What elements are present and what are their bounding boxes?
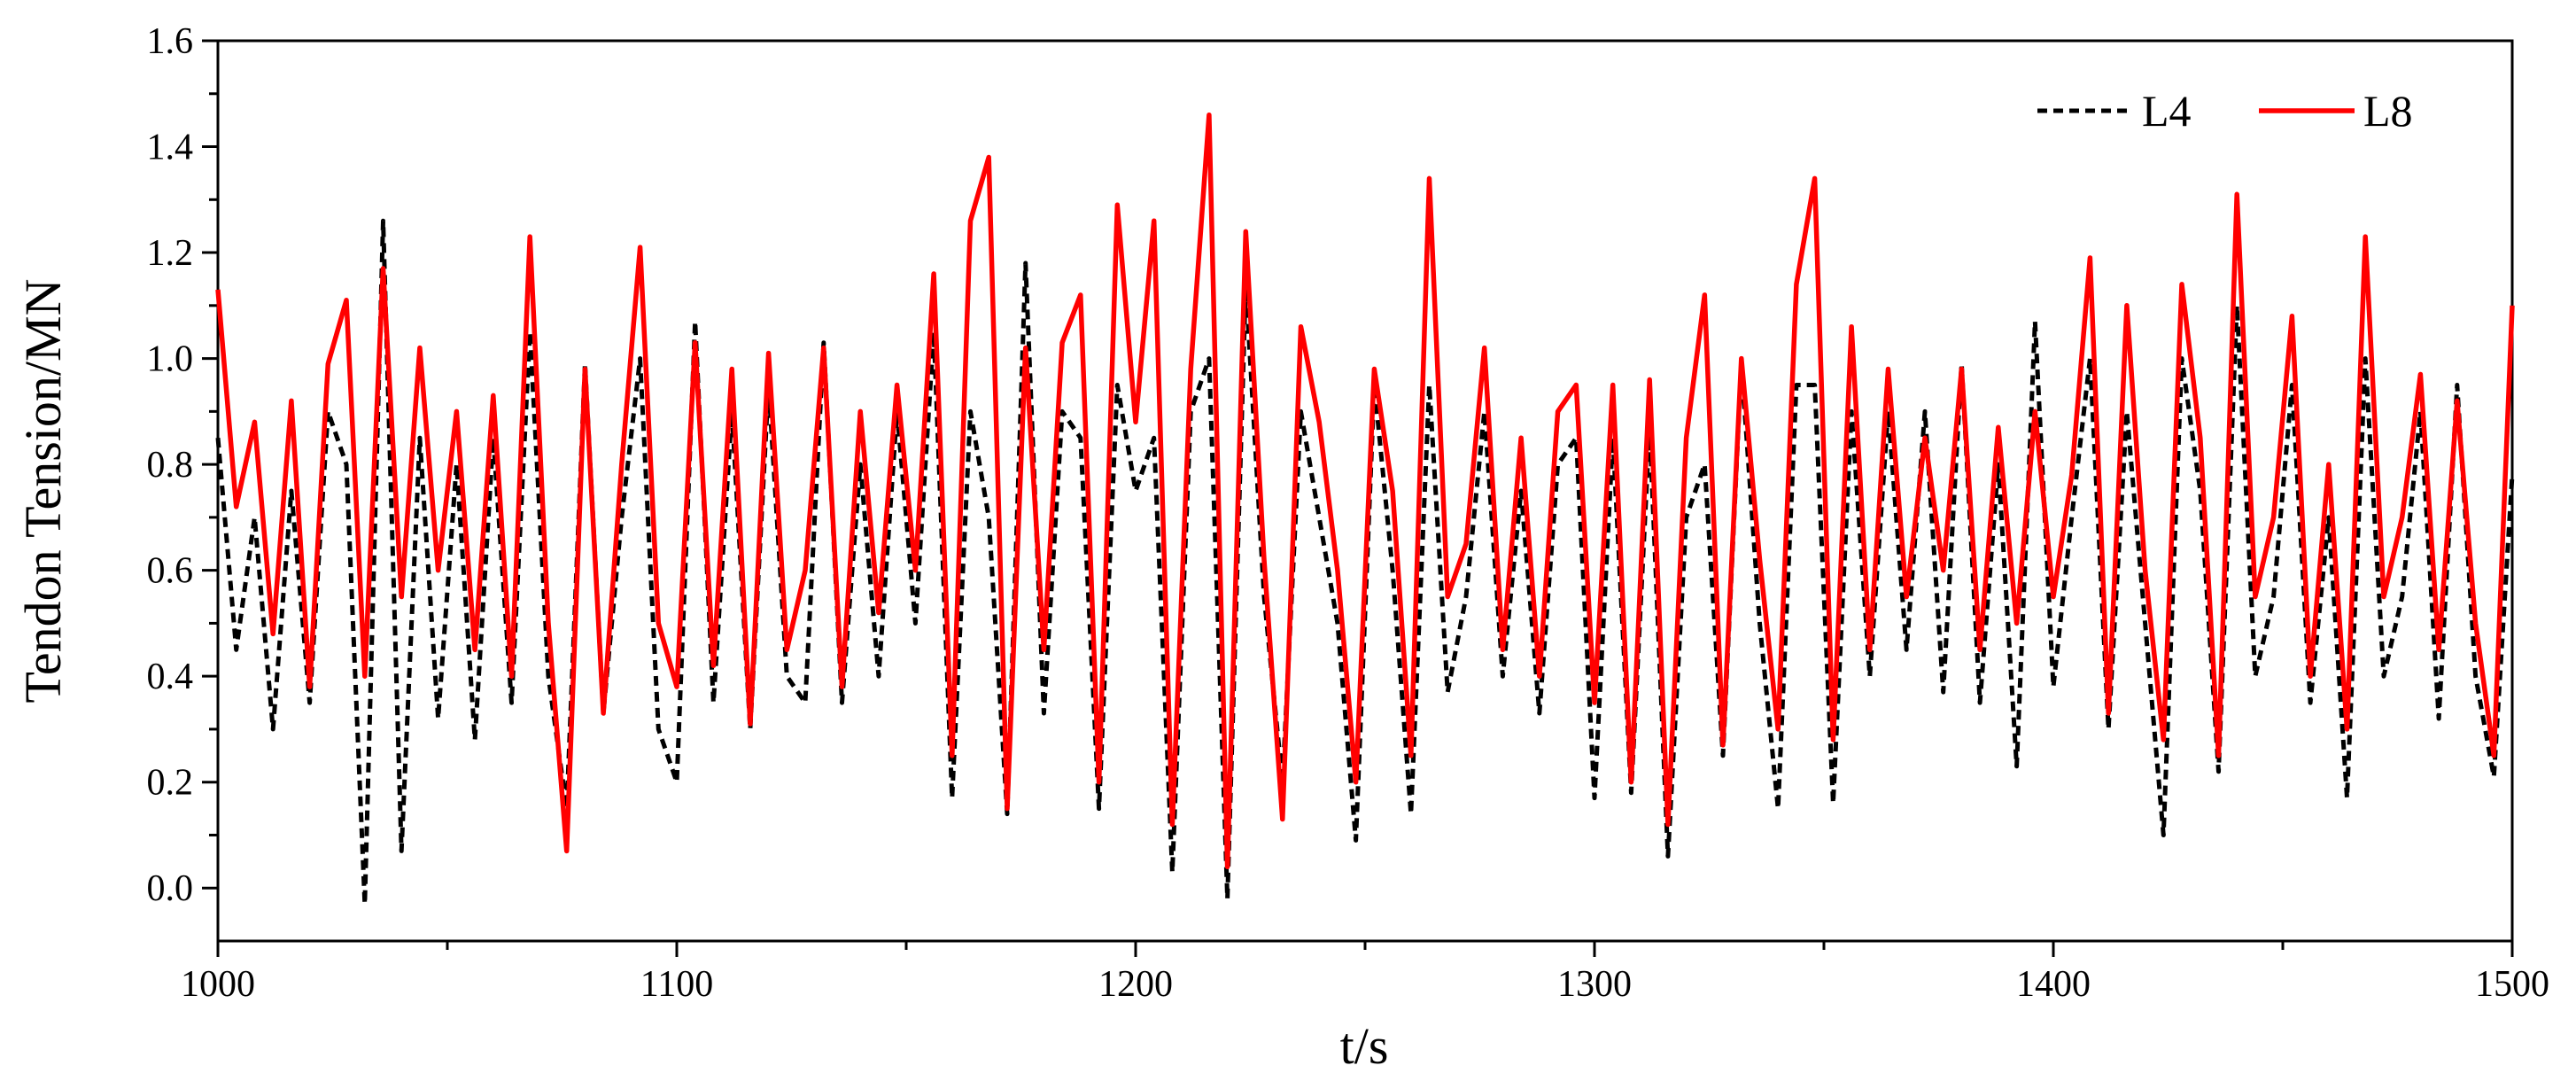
x-tick-label: 1100 <box>640 964 713 1005</box>
x-tick-label: 1500 <box>2475 964 2549 1005</box>
x-tick-label: 1300 <box>1557 964 1632 1005</box>
legend-label: L4 <box>2142 86 2192 136</box>
y-tick-label: 1.0 <box>147 339 194 380</box>
y-tick-label: 1.6 <box>147 21 194 62</box>
y-tick-label: 0.6 <box>147 551 194 592</box>
y-tick-label: 0.4 <box>147 657 194 697</box>
x-tick-label: 1400 <box>2016 964 2091 1005</box>
x-axis-label: t/s <box>1340 1017 1389 1075</box>
y-axis-label: Tendon Tension/MN <box>14 279 72 704</box>
y-tick-label: 0.0 <box>147 868 194 909</box>
legend-label: L8 <box>2363 86 2413 136</box>
series-line <box>215 112 2515 870</box>
y-tick-label: 1.4 <box>147 128 194 168</box>
y-tick-label: 0.2 <box>147 763 194 804</box>
x-tick-label: 1000 <box>181 964 255 1005</box>
y-tick-label: 1.2 <box>147 233 194 274</box>
y-tick-label: 0.8 <box>147 445 194 486</box>
x-tick-label: 1200 <box>1098 964 1173 1005</box>
